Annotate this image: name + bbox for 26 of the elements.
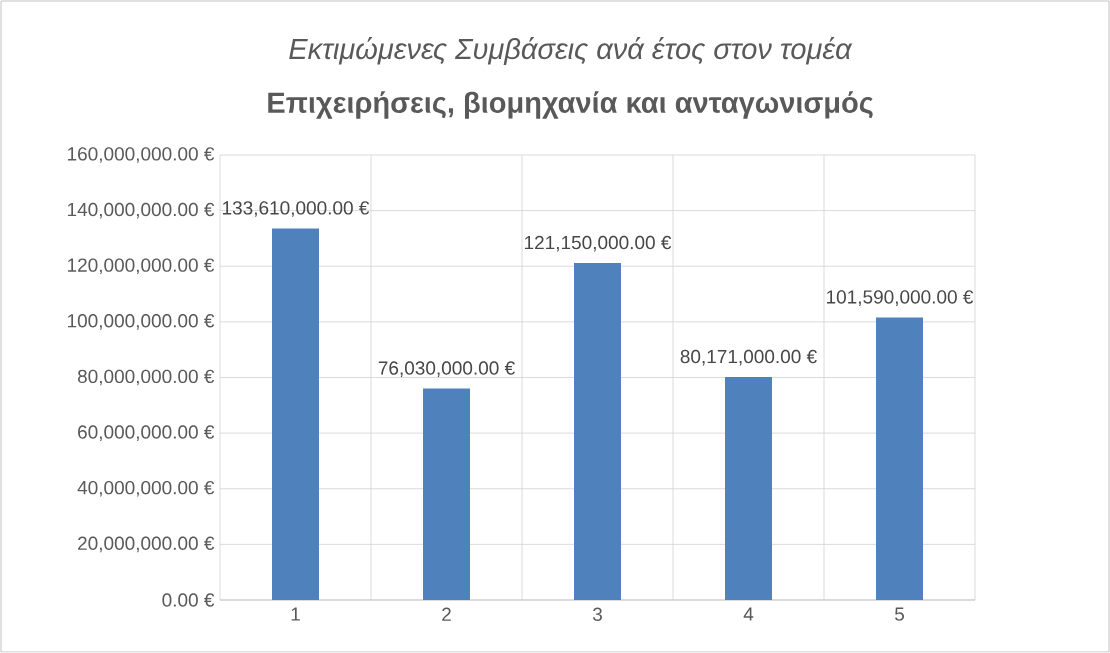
- x-tick-label: 2: [442, 607, 451, 621]
- y-tick-label: 140,000,000.00 €: [67, 202, 215, 219]
- bar: [574, 263, 622, 600]
- chart-subtitle: Επιχειρήσεις, βιομηχανία και ανταγωνισμός: [268, 91, 873, 119]
- y-tick-label: 80,000,000.00 €: [77, 369, 215, 386]
- bar: [423, 388, 470, 600]
- y-tick-label: 40,000,000.00 €: [77, 480, 215, 497]
- chart-title: Εκτιμώμενες Συμβάσεις ανά έτος στον τομέα: [289, 37, 853, 65]
- data-label: 101,590,000.00 €: [826, 290, 974, 306]
- x-tick-label: 4: [743, 607, 754, 621]
- bar: [876, 317, 924, 600]
- y-tick-label: 60,000,000.00 €: [78, 425, 215, 441]
- y-tick-label: 100,000,000.00 €: [67, 314, 215, 330]
- data-label: 133,610,000.00 €: [222, 201, 370, 217]
- x-tick-label: 3: [592, 607, 602, 621]
- x-tick-label: 1: [291, 607, 300, 621]
- y-tick-label: 20,000,000.00 €: [78, 536, 215, 553]
- bar: [272, 228, 319, 600]
- y-tick-label: 160,000,000.00 €: [67, 147, 215, 163]
- y-tick-label: 120,000,000.00 €: [67, 258, 215, 275]
- data-label: 80,171,000.00 €: [680, 349, 817, 366]
- data-label: 76,030,000.00 €: [378, 361, 515, 378]
- data-label: 121,150,000.00 €: [524, 235, 672, 252]
- x-tick-label: 5: [894, 607, 904, 621]
- bar: [725, 377, 773, 600]
- y-tick-label: 0.00 €: [162, 593, 215, 607]
